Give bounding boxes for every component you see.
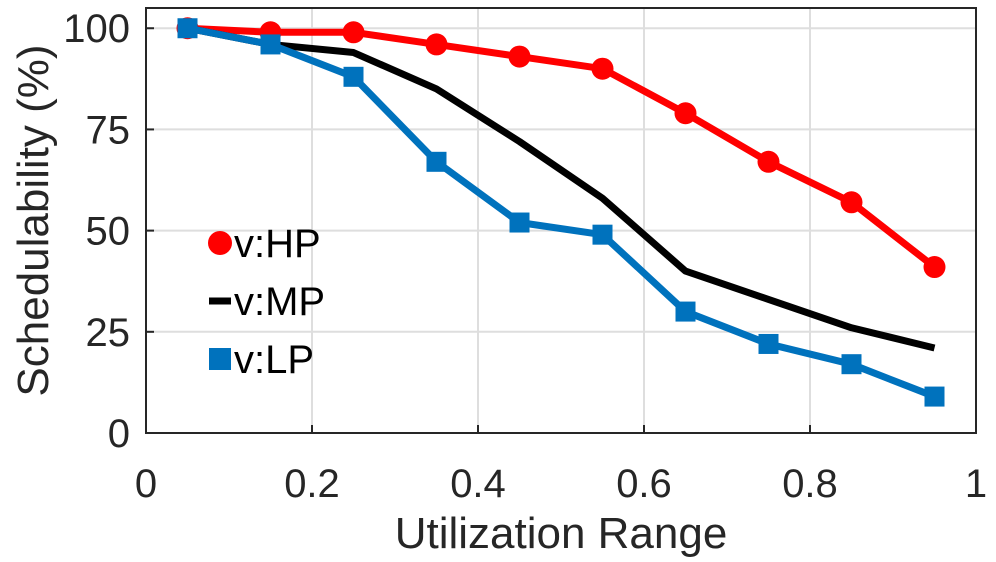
series-layer [176,17,946,407]
data-point [426,151,447,172]
series-vlp [177,18,945,407]
legend-marker [208,231,232,255]
y-axis-label: Schedulability (%) [9,44,58,396]
legend-label: v:MP [234,280,325,324]
data-point [508,45,531,68]
y-tick-label: 50 [86,210,131,254]
y-tick-label: 25 [86,311,131,355]
series-line [186,24,936,352]
y-tick-label: 75 [86,108,131,152]
x-tick-label: 1 [965,462,987,506]
legend-item: v:LP [209,338,314,382]
legend-marker [209,348,231,370]
legend-item: v:HP [208,222,321,266]
data-point [425,33,448,56]
data-point [924,386,945,407]
plot-frame [145,7,977,434]
series-line [186,24,936,400]
legend: v:HP v:MP v:LP [208,222,325,382]
data-point [675,301,696,322]
data-point [757,150,780,173]
data-point [758,333,779,354]
y-tick-label: 100 [63,7,130,51]
x-tick-label: 0.2 [284,462,340,506]
data-point [674,102,697,125]
x-tick-label: 0.8 [782,462,838,506]
data-point [177,18,198,39]
legend-label: v:LP [234,338,314,382]
x-tick-label: 0 [135,462,157,506]
y-tick-label: 0 [108,412,130,456]
x-tick-label: 0.6 [616,462,672,506]
data-point [509,212,530,233]
legend-item: v:MP [209,280,325,324]
data-point [260,34,281,55]
data-point [342,21,365,44]
data-point [343,66,364,87]
x-axis-label: Utilization Range [395,509,728,558]
data-point [923,256,946,279]
data-point [841,354,862,375]
tick-labels: 0 0.2 0.4 0.6 0.8 1 0 25 50 75 100 [63,7,987,506]
data-point [840,191,863,214]
x-tick-label: 0.4 [450,462,506,506]
data-point [592,224,613,245]
data-point [591,57,614,80]
series-line [187,24,937,270]
series-vmp [186,24,936,352]
legend-label: v:HP [234,222,321,266]
